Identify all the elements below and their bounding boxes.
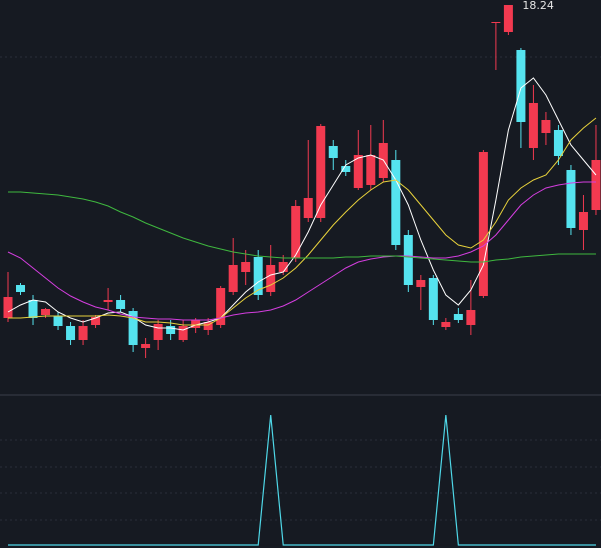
indicator-line (8, 414, 596, 546)
candle-body (203, 322, 213, 330)
candle-body (416, 280, 426, 287)
moving-average-line (8, 191, 596, 263)
candle-body (153, 324, 163, 340)
candle-body (91, 317, 101, 325)
candle-body (41, 309, 51, 315)
candle-body (353, 155, 363, 188)
candle-body (316, 126, 326, 218)
max-price-label: 18.24 (522, 0, 554, 12)
candle-body (228, 265, 238, 292)
candle-body (428, 278, 438, 320)
candle-body (591, 160, 601, 210)
candle-body (241, 262, 251, 272)
candle-body (516, 50, 526, 122)
candle-body (441, 322, 451, 327)
candle-body (141, 344, 151, 348)
candle-body (28, 300, 38, 318)
candle-body (116, 300, 126, 309)
candle-body (16, 285, 26, 292)
candle-body (253, 257, 263, 295)
candle-body (66, 326, 76, 340)
candle-body (453, 314, 463, 320)
panel-guides (0, 56, 601, 521)
moving-average-line (7, 181, 596, 321)
candle-body (566, 170, 576, 228)
candle-body (266, 265, 276, 292)
candle-body (491, 22, 501, 23)
candle-body (53, 316, 63, 326)
candle-body (553, 130, 563, 156)
candle-body (341, 166, 351, 172)
candle-body (291, 206, 301, 258)
candle-body (503, 5, 513, 32)
candle-body (128, 311, 138, 345)
candle-body (541, 120, 551, 133)
candle-body (166, 326, 176, 334)
candle-body (366, 155, 376, 185)
candle-body (303, 198, 313, 218)
candle-body (216, 288, 226, 325)
candle-body (466, 310, 476, 325)
candle-body (103, 300, 113, 302)
candle-body (478, 152, 488, 296)
candle-body (78, 326, 88, 340)
candle-body (403, 235, 413, 285)
candle-body (578, 212, 588, 230)
candle-body (528, 103, 538, 148)
candle-body (178, 326, 188, 340)
moving-average-line (8, 117, 597, 326)
candle-body (278, 262, 288, 272)
candle-body (3, 297, 13, 318)
candle-body (391, 160, 401, 245)
candle-body (191, 320, 201, 328)
candle-body (328, 146, 338, 158)
moving-average-line (7, 77, 597, 331)
